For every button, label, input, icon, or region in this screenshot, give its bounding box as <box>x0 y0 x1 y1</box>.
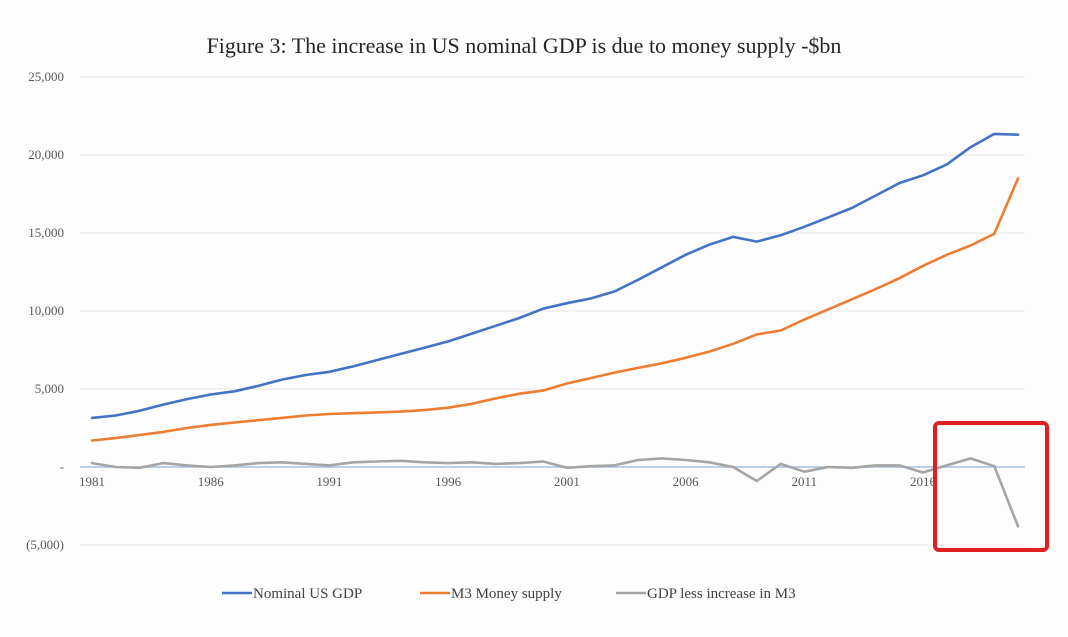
x-tick-label: 1981 <box>79 474 105 489</box>
y-tick-label: 25,000 <box>28 69 64 84</box>
x-tick-label: 2011 <box>792 474 818 489</box>
series-line-2 <box>90 177 1020 442</box>
series-line-3 <box>90 457 1020 528</box>
y-tick-label: (5,000) <box>26 537 64 552</box>
legend-label: Nominal US GDP <box>253 586 362 602</box>
axes: 25,000 20,000 15,000 10,000 5,000 - (5,000) 198… <box>26 69 1025 552</box>
legend: Nominal US GDP M3 Money supply GDP less in… <box>222 586 796 602</box>
y-tick-label: - <box>60 459 64 474</box>
y-tick-label: 20,000 <box>28 147 64 162</box>
x-tick-label: 1991 <box>316 474 342 489</box>
legend-label: GDP less increase in M3 <box>647 586 796 602</box>
x-tick-label: 1996 <box>435 474 462 489</box>
x-tick-label: 1986 <box>198 474 225 489</box>
y-tick-label: 5,000 <box>35 381 64 396</box>
series-line-1 <box>90 132 1020 420</box>
annotation-highlight-box <box>933 421 1049 552</box>
legend-label: M3 Money supply <box>451 586 562 602</box>
y-tick-label: 15,000 <box>28 225 64 240</box>
x-tick-label: 2016 <box>910 474 937 489</box>
x-tick-label: 2006 <box>673 474 700 489</box>
chart-title: Figure 3: The increase in US nominal GDP… <box>207 33 842 58</box>
series-lines <box>90 132 1020 528</box>
y-tick-label: 10,000 <box>28 303 64 318</box>
x-tick-label: 2001 <box>554 474 580 489</box>
